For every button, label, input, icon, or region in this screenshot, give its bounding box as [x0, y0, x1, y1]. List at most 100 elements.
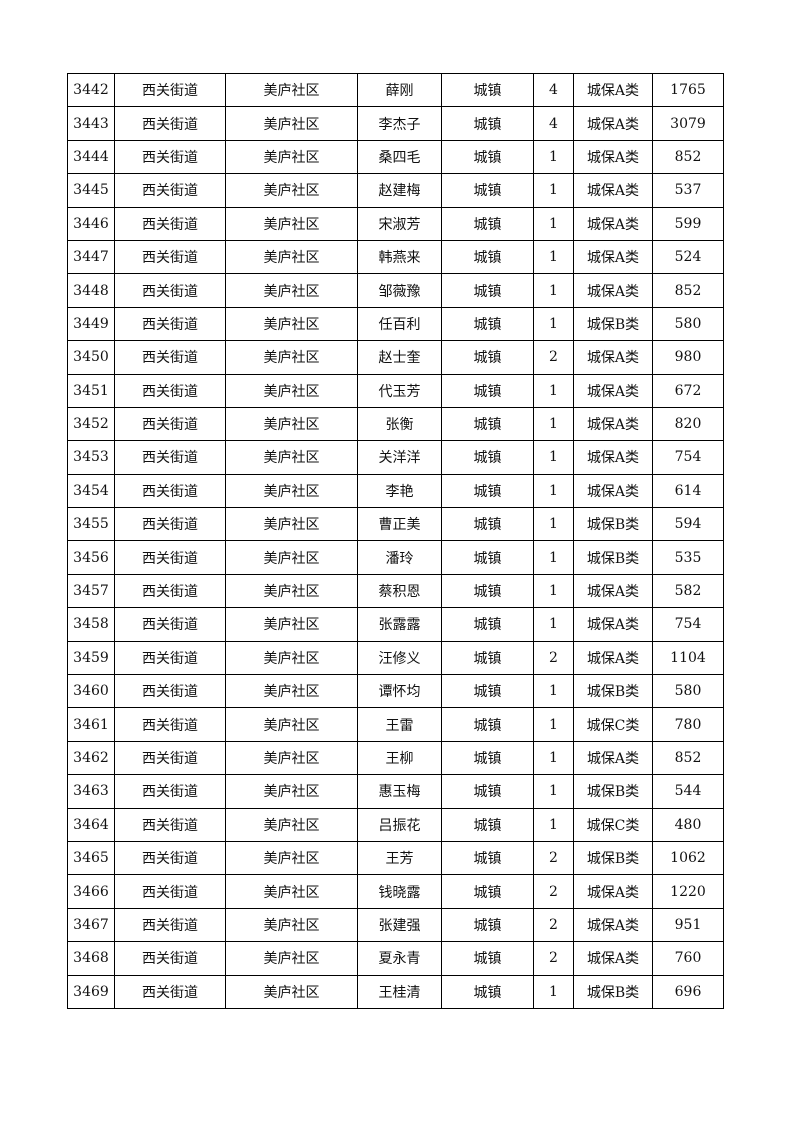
- household-size-cell: 1: [533, 707, 574, 742]
- row-number-cell: 3446: [67, 206, 115, 241]
- street-cell: 西关街道: [114, 239, 226, 275]
- area-type-cell: 城镇: [441, 273, 534, 308]
- street-cell: 西关街道: [114, 540, 226, 575]
- street-cell: 西关街道: [114, 740, 226, 776]
- amount-cell: 820: [652, 406, 724, 442]
- household-size-cell: 1: [533, 974, 574, 1009]
- insurance-category-cell: 城保A类: [573, 72, 653, 108]
- street-cell: 西关街道: [114, 72, 226, 108]
- household-size-cell: 1: [533, 440, 574, 475]
- street-cell: 西关街道: [114, 840, 226, 876]
- table-row: 3451 西关街道 美庐社区 代玉芳 城镇 1 城保A类 672: [67, 373, 724, 408]
- area-type-cell: 城镇: [441, 941, 534, 976]
- table-row: 3468 西关街道 美庐社区 夏永青 城镇 2 城保A类 760: [67, 941, 724, 976]
- household-size-cell: 2: [533, 840, 574, 876]
- community-cell: 美庐社区: [225, 239, 358, 275]
- area-type-cell: 城镇: [441, 72, 534, 108]
- street-cell: 西关街道: [114, 173, 226, 208]
- area-type-cell: 城镇: [441, 106, 534, 141]
- table-row: 3443 西关街道 美庐社区 李杰子 城镇 4 城保A类 3079: [67, 106, 724, 141]
- row-number-cell: 3460: [67, 674, 115, 709]
- area-type-cell: 城镇: [441, 840, 534, 876]
- insurance-category-cell: 城保B类: [573, 774, 653, 809]
- community-cell: 美庐社区: [225, 106, 358, 141]
- area-type-cell: 城镇: [441, 440, 534, 475]
- insurance-category-cell: 城保B类: [573, 540, 653, 575]
- household-size-cell: 4: [533, 106, 574, 141]
- household-size-cell: 1: [533, 807, 574, 842]
- community-cell: 美庐社区: [225, 640, 358, 676]
- household-size-cell: 2: [533, 340, 574, 375]
- amount-cell: 1220: [652, 874, 724, 909]
- area-type-cell: 城镇: [441, 340, 534, 375]
- area-type-cell: 城镇: [441, 774, 534, 809]
- amount-cell: 1765: [652, 72, 724, 108]
- row-number-cell: 3453: [67, 440, 115, 475]
- street-cell: 西关街道: [114, 206, 226, 241]
- household-size-cell: 1: [533, 507, 574, 542]
- row-number-cell: 3444: [67, 139, 115, 175]
- name-cell: 李艳: [357, 473, 442, 509]
- table-row: 3459 西关街道 美庐社区 汪修义 城镇 2 城保A类 1104: [67, 640, 724, 676]
- community-cell: 美庐社区: [225, 840, 358, 876]
- area-type-cell: 城镇: [441, 607, 534, 642]
- household-size-cell: 1: [533, 239, 574, 275]
- area-type-cell: 城镇: [441, 406, 534, 442]
- community-cell: 美庐社区: [225, 907, 358, 943]
- community-cell: 美庐社区: [225, 306, 358, 342]
- area-type-cell: 城镇: [441, 674, 534, 709]
- street-cell: 西关街道: [114, 640, 226, 676]
- row-number-cell: 3443: [67, 106, 115, 141]
- community-cell: 美庐社区: [225, 941, 358, 976]
- area-type-cell: 城镇: [441, 874, 534, 909]
- name-cell: 张建强: [357, 907, 442, 943]
- community-cell: 美庐社区: [225, 139, 358, 175]
- household-size-cell: 1: [533, 540, 574, 575]
- area-type-cell: 城镇: [441, 540, 534, 575]
- insurance-category-cell: 城保B类: [573, 507, 653, 542]
- community-cell: 美庐社区: [225, 373, 358, 408]
- row-number-cell: 3465: [67, 840, 115, 876]
- household-size-cell: 2: [533, 941, 574, 976]
- row-number-cell: 3458: [67, 607, 115, 642]
- area-type-cell: 城镇: [441, 507, 534, 542]
- area-type-cell: 城镇: [441, 573, 534, 609]
- row-number-cell: 3450: [67, 340, 115, 375]
- amount-cell: 537: [652, 173, 724, 208]
- insurance-category-cell: 城保A类: [573, 440, 653, 475]
- community-cell: 美庐社区: [225, 406, 358, 442]
- table-row: 3458 西关街道 美庐社区 张露露 城镇 1 城保A类 754: [67, 607, 724, 642]
- area-type-cell: 城镇: [441, 373, 534, 408]
- table-row: 3448 西关街道 美庐社区 邹薇豫 城镇 1 城保A类 852: [67, 273, 724, 308]
- household-size-cell: 4: [533, 72, 574, 108]
- row-number-cell: 3442: [67, 72, 115, 108]
- community-cell: 美庐社区: [225, 72, 358, 108]
- row-number-cell: 3468: [67, 941, 115, 976]
- area-type-cell: 城镇: [441, 206, 534, 241]
- amount-cell: 580: [652, 674, 724, 709]
- insurance-category-cell: 城保A类: [573, 239, 653, 275]
- amount-cell: 535: [652, 540, 724, 575]
- table-row: 3460 西关街道 美庐社区 谭怀均 城镇 1 城保B类 580: [67, 674, 724, 709]
- household-size-cell: 2: [533, 640, 574, 676]
- name-cell: 张衡: [357, 406, 442, 442]
- name-cell: 王柳: [357, 740, 442, 776]
- street-cell: 西关街道: [114, 573, 226, 609]
- street-cell: 西关街道: [114, 874, 226, 909]
- table-row: 3447 西关街道 美庐社区 韩燕来 城镇 1 城保A类 524: [67, 239, 724, 275]
- street-cell: 西关街道: [114, 139, 226, 175]
- household-size-cell: 1: [533, 473, 574, 509]
- row-number-cell: 3459: [67, 640, 115, 676]
- table-row: 3444 西关街道 美庐社区 桑四毛 城镇 1 城保A类 852: [67, 139, 724, 175]
- area-type-cell: 城镇: [441, 306, 534, 342]
- household-size-cell: 2: [533, 874, 574, 909]
- insurance-category-cell: 城保A类: [573, 740, 653, 776]
- name-cell: 张露露: [357, 607, 442, 642]
- row-number-cell: 3456: [67, 540, 115, 575]
- household-size-cell: 1: [533, 139, 574, 175]
- street-cell: 西关街道: [114, 941, 226, 976]
- row-number-cell: 3466: [67, 874, 115, 909]
- amount-cell: 754: [652, 607, 724, 642]
- name-cell: 桑四毛: [357, 139, 442, 175]
- area-type-cell: 城镇: [441, 740, 534, 776]
